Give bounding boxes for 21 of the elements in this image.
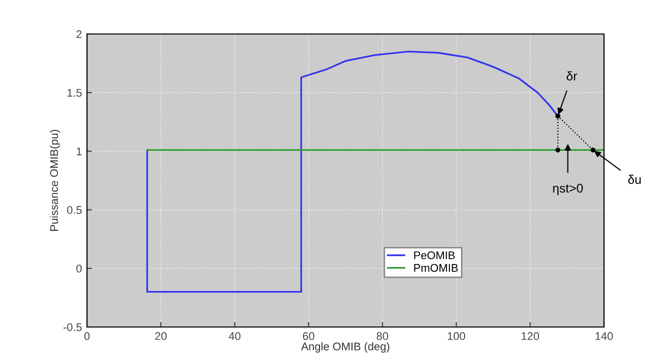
- x-tick-label: 0: [84, 332, 90, 340]
- annotation: δr: [566, 71, 578, 81]
- x-axis-title: Angle OMIB (deg): [301, 342, 390, 353]
- y-axis-title: Puissance OMIB(pu): [50, 130, 60, 231]
- y-tick-label: 1.5: [68, 88, 82, 97]
- x-tick-label: 60: [302, 332, 314, 340]
- x-tick-label: 80: [376, 332, 388, 340]
- legend-label: PeOMIB: [414, 251, 455, 260]
- y-tick-label: 2: [76, 30, 82, 38]
- x-tick-label: 20: [155, 332, 167, 340]
- y-tick-label: -0.5: [63, 323, 82, 332]
- y-tick-label: 0: [76, 264, 82, 273]
- x-tick-label: 100: [448, 332, 466, 340]
- annotation: δu: [628, 174, 641, 184]
- x-tick-label: 40: [228, 332, 240, 340]
- y-tick-label: 0.5: [67, 206, 82, 214]
- y-tick-label: 1: [76, 148, 82, 156]
- x-tick-label: 120: [522, 332, 539, 340]
- x-tick-label: 140: [596, 332, 613, 340]
- annotation: ηst>0: [552, 184, 583, 196]
- legend-label: PmOMIB: [414, 264, 458, 272]
